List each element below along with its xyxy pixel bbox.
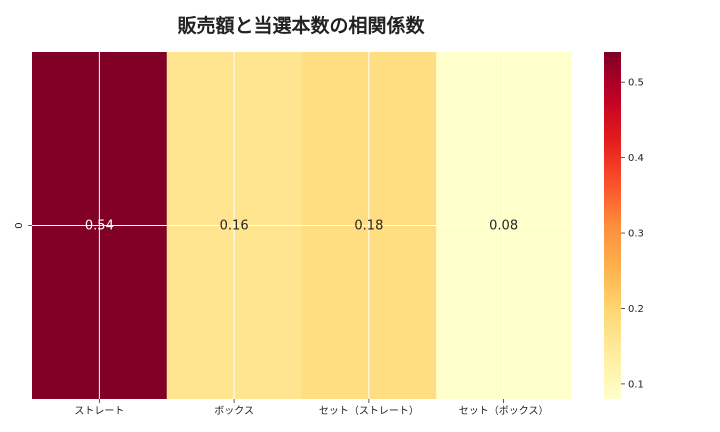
y-tick-label: 0 <box>14 222 25 228</box>
chart-title: 販売額と当選本数の相関係数 <box>177 14 425 37</box>
grid-lines <box>32 52 571 399</box>
x-tick-label: セット（ストレート） <box>319 405 419 417</box>
colorbar <box>604 52 621 399</box>
colorbar-tick-label: 0.2 <box>628 304 644 315</box>
x-tick-label: セット（ボックス） <box>459 405 549 417</box>
cell-value-label: 0.08 <box>489 219 518 234</box>
x-tick-label: ボックス <box>214 405 254 417</box>
x-axis-ticks: ストレート ボックス セット（ストレート） セット（ボックス） <box>74 399 548 417</box>
colorbar-ticks: 0.1 0.2 0.3 0.4 0.5 <box>621 78 644 390</box>
x-tick-label: ストレート <box>74 406 124 417</box>
cell-value-label: 0.18 <box>354 219 383 234</box>
cell-value-label: 0.54 <box>85 219 114 234</box>
colorbar-tick-label: 0.5 <box>628 78 644 89</box>
colorbar-tick-label: 0.1 <box>628 379 644 390</box>
cell-value-labels: 0.54 0.16 0.18 0.08 <box>85 219 518 234</box>
y-axis-ticks: 0 <box>14 222 32 229</box>
colorbar-tick-label: 0.4 <box>628 153 644 164</box>
cell-value-label: 0.16 <box>220 219 249 234</box>
colorbar-tick-label: 0.3 <box>628 229 644 240</box>
